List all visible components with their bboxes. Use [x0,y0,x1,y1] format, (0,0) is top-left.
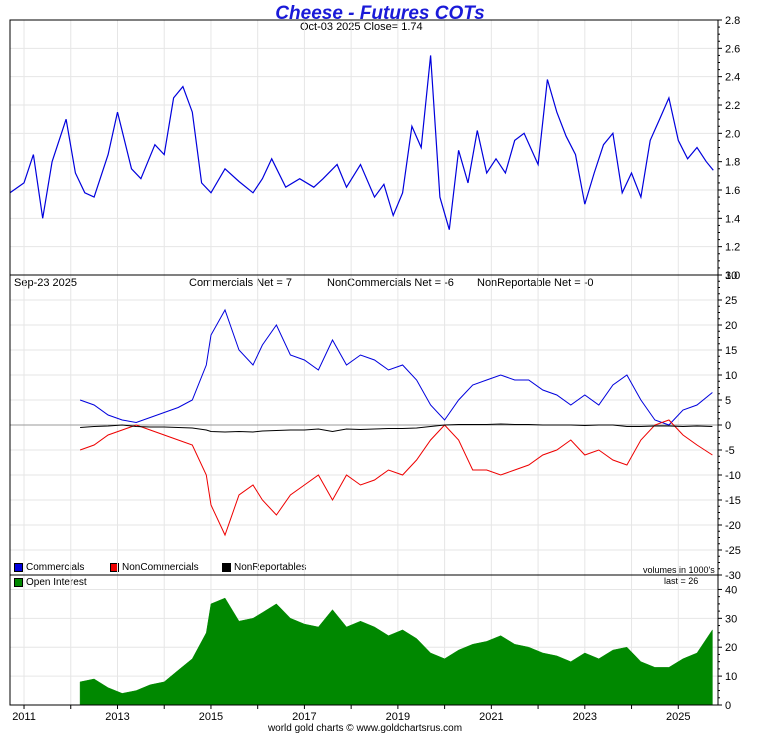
x-tick-label: 2011 [12,711,36,723]
legend-open-interest: Open Interest [14,577,87,588]
footer-credit: world gold charts © www.goldchartsrus.co… [267,723,463,734]
x-tick-label: 2017 [292,711,316,723]
y-tick-label: 25 [725,295,737,307]
y-tick-label: 2.8 [725,15,740,27]
y-tick-label: 2.0 [725,128,740,140]
y-tick-label: 10 [725,671,737,683]
y-tick-label: 2.4 [725,72,740,84]
y-tick-label: 15 [725,345,737,357]
noncommercials-net-label: NonCommercials Net = -6 [327,277,454,289]
y-tick-label: -10 [725,470,741,482]
y-tick-label: 1.8 [725,157,740,169]
y-tick-label: 1.0 [725,270,740,282]
x-tick-label: 2015 [199,711,223,723]
x-tick-label: 2013 [105,711,129,723]
y-tick-label: 30 [725,270,737,282]
y-tick-label: 30 [725,613,737,625]
nonreportables-net-line [80,423,713,433]
y-tick-label: 0 [725,700,731,712]
y-tick-label: -20 [725,520,741,532]
nonreportables-net-label: NonReportable Net = -0 [477,277,594,289]
y-tick-label: -15 [725,495,741,507]
y-tick-label: 1.4 [725,213,740,225]
y-tick-label: 5 [725,395,731,407]
y-tick-label: -5 [725,445,735,457]
chart-title: Cheese - Futures COTs [275,3,485,24]
legend-open-interest-label: Open Interest [26,577,87,588]
last-open-interest: last = 26 [664,576,699,586]
y-tick-label: 10 [725,370,737,382]
commercials-swatch [14,563,23,572]
legend-nonreportables: NonReportables [222,562,306,573]
panel-frame [9,19,719,276]
y-tick-label: 1.2 [725,242,740,254]
x-tick-label: 2021 [479,711,503,723]
nonreportables-swatch [222,563,231,572]
commercials-net-line [79,308,713,426]
volume-units-note: volumes in 1000's [643,565,715,575]
y-tick-label: 20 [725,642,737,654]
open-interest-area [79,597,713,706]
y-tick-label: 2.6 [725,43,740,55]
commercials-net-label: Commercials Net = 7 [189,277,293,289]
price-subtitle: Oct-03 2025 Close= 1.74 [300,21,423,33]
y-tick-label: -30 [725,570,741,582]
legend-noncommercials-label: NonCommercials [122,562,199,573]
y-tick-label: -25 [725,545,741,557]
legend-nonreportables-label: NonReportables [234,562,307,573]
panel-frame [9,574,719,706]
y-tick-label: 40 [725,584,737,596]
cot-date: Sep-23 2025 [14,277,77,289]
legend-noncommercials: NonCommercials [110,562,199,573]
y-tick-label: 2.2 [725,100,740,112]
x-tick-label: 2023 [573,711,597,723]
open-interest-swatch [14,578,23,587]
y-tick-label: 0 [725,420,731,432]
x-tick-label: 2025 [666,711,690,723]
legend-commercials: Commercials [14,562,84,573]
noncommercials-swatch [110,563,119,572]
noncommercials-net-line [79,419,713,537]
y-tick-label: 20 [725,320,737,332]
y-tick-label: 1.6 [725,185,740,197]
legend-commercials-label: Commercials [26,562,85,573]
price-series-line [9,55,714,230]
x-tick-label: 2019 [386,711,410,723]
